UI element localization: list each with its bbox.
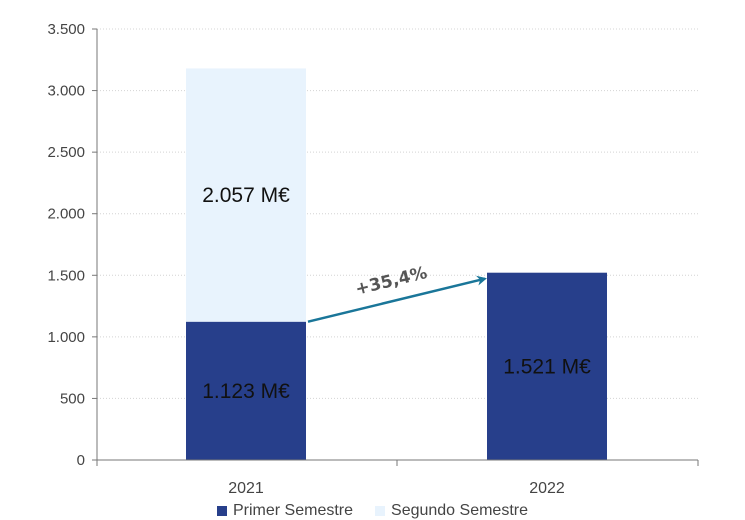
growth-annotation: +35,4% [307,263,487,323]
x-category-label: 2021 [228,480,264,497]
y-tick-label: 2.500 [47,144,85,161]
legend-label: Primer Semestre [232,502,354,519]
bar-primer-2022 [487,272,607,460]
y-tick-label: 500 [60,390,85,407]
legend-swatch [216,506,227,516]
bar-segundo-2021 [186,68,306,322]
data-label: 1.123 M€ [202,380,290,403]
y-tick-label: 3.500 [47,21,85,38]
y-tick-label: 1.500 [47,267,85,284]
y-tick-label: 1.000 [47,329,85,346]
legend-label: Segundo Semestre [391,502,528,519]
y-tick-label: 2.000 [47,206,85,223]
gridlines [97,28,698,399]
legend-item-segundo: Segundo Semestre [375,502,528,520]
axes [96,29,699,466]
y-tick-label: 3.000 [47,83,85,100]
x-category-label: 2022 [529,480,565,497]
legend: Primer Semestre Segundo Semestre [0,502,745,520]
legend-item-primer: Primer Semestre [216,502,354,520]
y-tick-label: 0 [77,452,85,469]
growth-arrow [307,275,487,323]
y-axis-ticks: 0 500 1.000 1.500 2.000 2.500 3.000 3.500 [47,21,97,469]
data-label: 1.521 M€ [503,355,591,378]
legend-swatch [375,506,386,516]
x-axis-categories: 2021 2022 [228,480,565,497]
data-label: 2.057 M€ [202,184,290,207]
bar-primer-2021 [186,321,306,460]
bar-chart: 0 500 1.000 1.500 2.000 2.500 3.000 3.500 1.123… [47,21,699,497]
bars: 1.123 M€ 2.057 M€ 1.521 M€ [186,68,607,460]
